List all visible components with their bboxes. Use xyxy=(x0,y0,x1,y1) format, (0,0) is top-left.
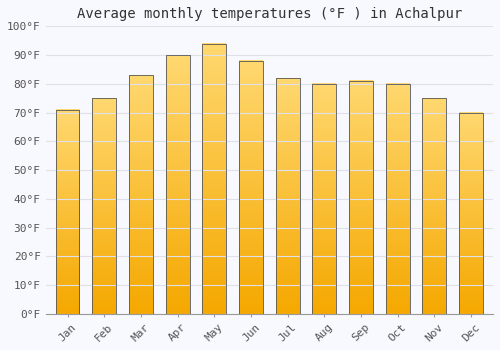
Title: Average monthly temperatures (°F ) in Achalpur: Average monthly temperatures (°F ) in Ac… xyxy=(76,7,462,21)
